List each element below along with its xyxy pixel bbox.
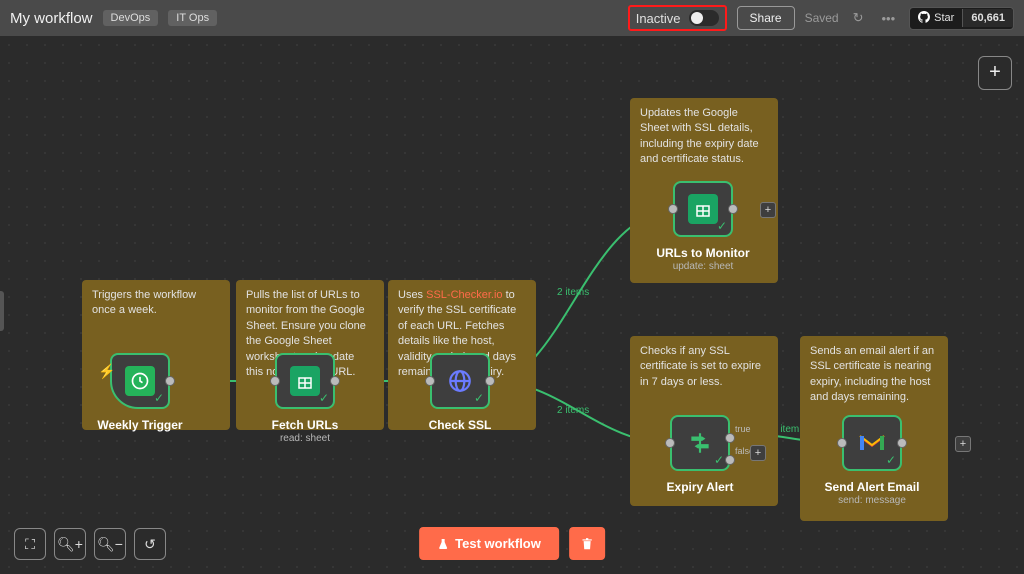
flask-icon bbox=[437, 538, 449, 550]
sheets-icon bbox=[688, 194, 718, 224]
more-menu-icon[interactable]: ••• bbox=[878, 11, 900, 26]
github-icon bbox=[918, 11, 930, 26]
output-port-false[interactable] bbox=[725, 455, 735, 465]
saved-status: Saved bbox=[805, 11, 839, 25]
node-title: Weekly Trigger bbox=[88, 418, 192, 432]
canvas-handle[interactable] bbox=[0, 291, 4, 331]
star-count: 60,661 bbox=[962, 9, 1013, 27]
gmail-icon bbox=[857, 428, 887, 458]
workflow-active-toggle[interactable]: Inactive bbox=[628, 5, 727, 31]
input-port[interactable] bbox=[837, 438, 847, 448]
check-icon: ✓ bbox=[154, 391, 164, 405]
canvas-controls: ⛶ 🔍︎+ 🔍︎− ↺ bbox=[14, 528, 166, 560]
fit-view-button[interactable]: ⛶ bbox=[14, 528, 46, 560]
test-workflow-button[interactable]: Test workflow bbox=[419, 527, 559, 560]
check-icon: ✓ bbox=[886, 453, 896, 467]
node-title: URLs to Monitor bbox=[650, 246, 756, 260]
check-icon: ✓ bbox=[714, 453, 724, 467]
output-port-true[interactable] bbox=[725, 433, 735, 443]
node-check-ssl[interactable]: ✓ bbox=[430, 353, 490, 409]
inactive-label: Inactive bbox=[636, 11, 681, 26]
add-connection-icon[interactable]: + bbox=[955, 436, 971, 452]
node-title: Send Alert Email bbox=[820, 480, 924, 494]
edge-label: 2 items bbox=[557, 287, 589, 298]
node-fetch-urls[interactable]: ✓ bbox=[275, 353, 335, 409]
sheets-icon bbox=[290, 366, 320, 396]
share-button[interactable]: Share bbox=[737, 6, 795, 30]
node-expiry-alert[interactable]: ✓ bbox=[670, 415, 730, 471]
header-bar: My workflow DevOps IT Ops Inactive Share… bbox=[0, 0, 1024, 36]
toggle-switch[interactable] bbox=[689, 10, 719, 26]
trigger-bolt-icon: ⚡ bbox=[98, 363, 115, 380]
workflow-title[interactable]: My workflow bbox=[10, 10, 93, 27]
add-connection-icon[interactable]: + bbox=[750, 445, 766, 461]
zoom-in-button[interactable]: 🔍︎+ bbox=[54, 528, 86, 560]
add-node-button[interactable]: + bbox=[978, 56, 1012, 90]
output-port[interactable] bbox=[485, 376, 495, 386]
history-icon[interactable]: ↻ bbox=[849, 10, 868, 26]
node-title: Fetch URLs bbox=[266, 418, 344, 432]
node-urls-to-monitor[interactable]: ✓ bbox=[673, 181, 733, 237]
tag-itops[interactable]: IT Ops bbox=[168, 10, 217, 26]
star-label: Star bbox=[934, 12, 954, 24]
node-title: Check SSL bbox=[424, 418, 496, 432]
node-title: Expiry Alert bbox=[662, 480, 738, 494]
input-port[interactable] bbox=[270, 376, 280, 386]
ssl-checker-link[interactable]: SSL-Checker.io bbox=[426, 289, 502, 301]
check-icon: ✓ bbox=[474, 391, 484, 405]
input-port[interactable] bbox=[668, 204, 678, 214]
check-icon: ✓ bbox=[717, 219, 727, 233]
clock-icon bbox=[125, 366, 155, 396]
node-weekly-trigger[interactable]: ⚡ ✓ bbox=[110, 353, 170, 409]
output-port[interactable] bbox=[897, 438, 907, 448]
node-subtitle: read: sheet bbox=[272, 433, 338, 444]
tag-devops[interactable]: DevOps bbox=[103, 10, 159, 26]
github-star-pill[interactable]: Star 60,661 bbox=[909, 7, 1014, 30]
output-label-true: true bbox=[735, 424, 751, 434]
bottom-actions: Test workflow bbox=[419, 527, 605, 560]
output-port[interactable] bbox=[330, 376, 340, 386]
output-port[interactable] bbox=[165, 376, 175, 386]
node-subtitle: update: sheet bbox=[662, 261, 744, 272]
undo-button[interactable]: ↺ bbox=[134, 528, 166, 560]
input-port[interactable] bbox=[425, 376, 435, 386]
add-connection-icon[interactable]: + bbox=[760, 202, 776, 218]
output-port[interactable] bbox=[728, 204, 738, 214]
signpost-icon bbox=[685, 428, 715, 458]
node-subtitle: send: message bbox=[832, 495, 912, 506]
node-send-alert-email[interactable]: ✓ bbox=[842, 415, 902, 471]
check-icon: ✓ bbox=[319, 391, 329, 405]
input-port[interactable] bbox=[665, 438, 675, 448]
delete-button[interactable] bbox=[569, 527, 605, 560]
edge-label: 2 items bbox=[557, 405, 589, 416]
trash-icon bbox=[580, 536, 594, 552]
zoom-out-button[interactable]: 🔍︎− bbox=[94, 528, 126, 560]
globe-icon bbox=[445, 366, 475, 396]
workflow-canvas[interactable]: 1 item 2 items 2 items 2 items 1 item Tr… bbox=[0, 36, 1024, 574]
